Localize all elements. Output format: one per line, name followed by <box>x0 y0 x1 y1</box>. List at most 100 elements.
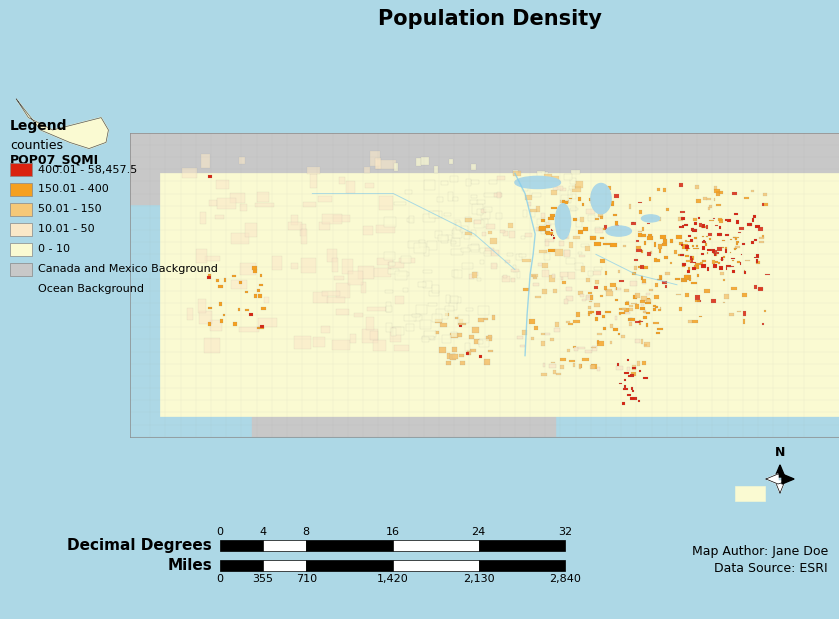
Bar <box>731 287 737 290</box>
Bar <box>628 318 632 321</box>
Bar <box>764 274 769 275</box>
Bar <box>591 347 597 348</box>
Bar <box>10 203 32 216</box>
Bar <box>751 241 754 244</box>
Bar <box>546 222 551 227</box>
Bar <box>363 226 373 235</box>
Bar <box>571 170 580 173</box>
Bar <box>545 333 550 335</box>
Bar <box>377 225 395 233</box>
Bar <box>735 246 740 248</box>
Text: Ocean Background: Ocean Background <box>38 285 144 295</box>
Bar <box>522 187 528 191</box>
Bar <box>602 203 604 208</box>
Bar <box>660 276 663 280</box>
Bar <box>378 196 393 210</box>
Bar <box>734 213 737 215</box>
Bar <box>601 207 607 209</box>
Bar <box>562 200 565 205</box>
Bar <box>714 253 717 256</box>
Bar <box>370 331 378 340</box>
Bar <box>616 366 623 370</box>
Bar <box>628 367 630 371</box>
Bar <box>550 234 552 236</box>
Bar <box>656 332 660 334</box>
Bar <box>239 281 242 284</box>
Bar <box>531 274 538 277</box>
Bar <box>634 305 639 309</box>
Bar <box>635 293 640 298</box>
Text: 0: 0 <box>216 527 223 537</box>
Bar <box>619 313 625 314</box>
Bar <box>732 259 734 261</box>
Bar <box>551 229 552 232</box>
Bar <box>594 243 602 246</box>
Bar <box>586 246 590 251</box>
Bar <box>474 220 481 224</box>
Bar <box>478 340 483 344</box>
Bar <box>759 238 763 239</box>
Bar <box>580 294 585 297</box>
Bar <box>425 331 436 337</box>
Bar <box>439 235 448 241</box>
Bar <box>348 272 363 285</box>
Bar <box>260 274 262 277</box>
Bar <box>695 263 701 265</box>
Bar <box>638 202 642 204</box>
Bar <box>388 269 399 274</box>
Bar <box>540 332 545 335</box>
Bar <box>686 241 690 243</box>
Text: 0 - 10: 0 - 10 <box>38 245 70 254</box>
Bar <box>567 206 576 211</box>
Bar <box>706 225 708 229</box>
Bar <box>682 225 685 228</box>
Bar <box>701 226 706 228</box>
Bar <box>692 245 694 246</box>
Bar <box>597 340 599 344</box>
Bar <box>479 560 565 571</box>
Bar <box>569 186 575 189</box>
Text: Population Density: Population Density <box>378 9 602 29</box>
Bar <box>558 225 560 227</box>
Bar <box>546 232 553 235</box>
Bar <box>682 279 686 280</box>
Bar <box>638 266 642 268</box>
Bar <box>450 354 456 360</box>
Bar <box>647 252 651 256</box>
Bar <box>560 358 565 361</box>
Bar <box>597 311 602 315</box>
Bar <box>504 259 509 262</box>
Bar <box>570 178 576 184</box>
Bar <box>477 318 484 322</box>
Bar <box>492 314 495 320</box>
Bar <box>562 233 568 238</box>
Bar <box>465 217 472 222</box>
Bar <box>238 327 258 332</box>
Bar <box>482 210 490 219</box>
Bar <box>245 291 248 293</box>
Bar <box>642 282 646 284</box>
Bar <box>560 188 565 191</box>
Bar <box>654 258 657 262</box>
Bar <box>263 540 306 551</box>
Bar <box>341 259 353 274</box>
Ellipse shape <box>591 183 611 214</box>
Bar <box>719 219 723 223</box>
Bar <box>187 308 193 320</box>
Bar <box>732 192 737 195</box>
Bar <box>198 300 206 313</box>
Bar <box>743 319 745 324</box>
Bar <box>419 240 425 248</box>
Bar <box>743 311 746 316</box>
Bar <box>644 377 648 379</box>
Bar <box>488 334 492 339</box>
Bar <box>589 198 594 201</box>
Bar <box>573 236 580 239</box>
Bar <box>393 345 409 351</box>
Bar <box>389 327 401 342</box>
Bar <box>606 289 612 290</box>
Bar <box>640 264 644 269</box>
Bar <box>709 205 711 209</box>
Bar <box>644 316 648 319</box>
Bar <box>513 170 518 175</box>
